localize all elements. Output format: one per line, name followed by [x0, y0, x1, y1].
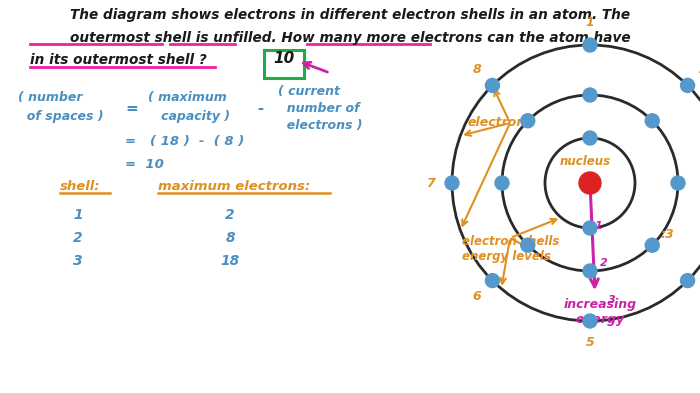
Text: electrons: electrons: [468, 116, 533, 130]
Text: shell:: shell:: [60, 180, 101, 193]
Text: 2: 2: [225, 208, 234, 222]
Circle shape: [579, 172, 601, 194]
Text: 1: 1: [74, 208, 83, 222]
FancyBboxPatch shape: [264, 50, 304, 78]
Circle shape: [583, 38, 597, 52]
Text: 6: 6: [473, 290, 481, 303]
Text: in its outermost shell ?: in its outermost shell ?: [30, 53, 206, 67]
Text: 3: 3: [608, 295, 616, 305]
Text: The diagram shows electrons in different electron shells in an atom. The: The diagram shows electrons in different…: [70, 8, 630, 22]
Text: 18: 18: [220, 254, 239, 268]
Circle shape: [680, 79, 694, 92]
Text: 2: 2: [74, 231, 83, 245]
Text: =   ( 18 )  -  ( 8 ): = ( 18 ) - ( 8 ): [125, 135, 244, 148]
Circle shape: [645, 114, 659, 128]
Circle shape: [583, 264, 597, 278]
Text: =  10: = 10: [125, 158, 164, 171]
Text: electron shells
energy levels: electron shells energy levels: [462, 235, 559, 263]
Text: =: =: [125, 101, 138, 116]
Text: capacity ): capacity ): [148, 110, 230, 123]
Circle shape: [485, 274, 499, 288]
Text: 8: 8: [225, 231, 234, 245]
Text: 10: 10: [274, 51, 295, 66]
Text: 8: 8: [473, 63, 481, 76]
Text: maximum electrons:: maximum electrons:: [158, 180, 310, 193]
Circle shape: [645, 238, 659, 252]
Circle shape: [583, 314, 597, 328]
Text: number of: number of: [278, 102, 360, 115]
Circle shape: [445, 176, 459, 190]
Circle shape: [521, 238, 535, 252]
Text: ( current: ( current: [278, 85, 340, 98]
Text: 2: 2: [699, 63, 700, 76]
Text: electrons ): electrons ): [278, 119, 363, 132]
Circle shape: [671, 176, 685, 190]
Circle shape: [583, 131, 597, 145]
Text: 5: 5: [586, 336, 594, 349]
Text: of spaces ): of spaces ): [18, 110, 104, 123]
Circle shape: [583, 221, 597, 235]
Circle shape: [680, 274, 694, 288]
Text: nucleus: nucleus: [559, 155, 610, 168]
Text: 2: 2: [600, 258, 608, 268]
Circle shape: [485, 79, 499, 92]
Text: 1: 1: [595, 221, 603, 231]
Circle shape: [495, 176, 509, 190]
Text: ( maximum: ( maximum: [148, 91, 227, 104]
Text: 3: 3: [74, 254, 83, 268]
Text: :3: :3: [660, 228, 673, 242]
Text: -: -: [258, 101, 265, 116]
Circle shape: [521, 114, 535, 128]
Text: 4: 4: [699, 290, 700, 303]
Text: increasing
energy: increasing energy: [564, 298, 636, 326]
Text: 7: 7: [426, 176, 435, 189]
Text: 1: 1: [586, 17, 594, 29]
Circle shape: [583, 88, 597, 102]
Text: ( number: ( number: [18, 91, 83, 104]
Text: outermost shell is unfilled. How many more electrons can the atom have: outermost shell is unfilled. How many mo…: [70, 31, 630, 45]
